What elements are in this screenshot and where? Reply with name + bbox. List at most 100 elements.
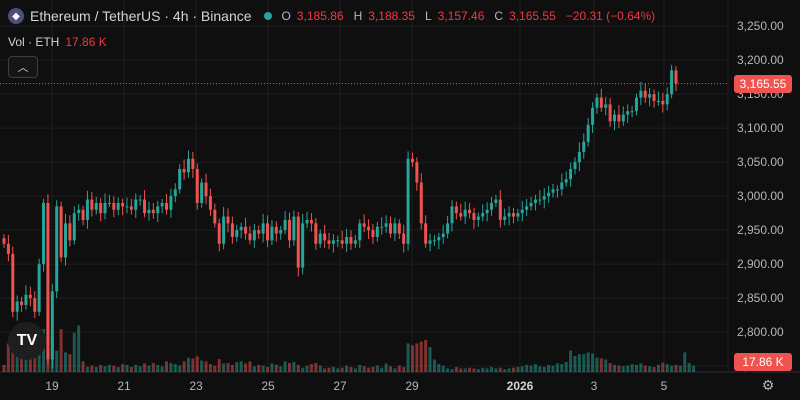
logo-text: TV (16, 332, 38, 349)
candle-body (182, 168, 186, 173)
candle-body (621, 114, 625, 122)
volume-bar (608, 363, 612, 372)
y-tick-label: 2,800.00 (737, 325, 784, 339)
candle-body (77, 209, 81, 214)
candle-body (507, 213, 511, 217)
volume-bar (683, 352, 687, 372)
candle-body (173, 189, 177, 197)
volume-bar (121, 364, 125, 372)
volume-bar (72, 332, 76, 372)
candle-body (68, 223, 72, 241)
candle-body (217, 223, 221, 244)
chart-settings-button[interactable]: ⚙ (759, 376, 777, 394)
candle-body (551, 189, 555, 193)
x-tick-label: 19 (45, 379, 59, 393)
volume-bar (692, 365, 696, 372)
candle-body (380, 226, 384, 228)
candle-body (314, 223, 318, 244)
candle-body (112, 202, 116, 210)
candle-body (2, 238, 6, 244)
candle-body (28, 294, 32, 299)
volume-bar (604, 359, 608, 372)
candle-body (648, 94, 652, 98)
candle-body (608, 104, 612, 122)
volume-bar (195, 356, 199, 372)
candle-body (613, 114, 617, 122)
volume-bar (538, 366, 542, 372)
last-volume-value: 17.86 K (742, 355, 784, 369)
candle-body (24, 294, 28, 305)
open-label: O (281, 9, 291, 23)
candle-body (103, 202, 107, 214)
candle-body (244, 226, 248, 234)
volume-bar (428, 347, 432, 372)
volume-bar (173, 364, 177, 372)
candle-body (213, 209, 217, 224)
candle-body (134, 199, 138, 210)
close-value: 3,165.55 (509, 9, 556, 23)
volume-bar (301, 367, 305, 372)
volume-bar (648, 366, 652, 372)
volume-bar (656, 364, 660, 372)
candle-body (208, 196, 212, 210)
open-value: 3,185.86 (296, 9, 344, 23)
gear-icon: ⚙ (761, 376, 775, 393)
volume-bar (582, 354, 586, 372)
volume-bar (463, 368, 467, 372)
candle-body (525, 206, 529, 210)
volume-bar (577, 354, 581, 372)
volume-bar (599, 358, 603, 372)
tradingview-logo[interactable]: TV (8, 322, 46, 360)
candle-body (472, 213, 476, 220)
volume-bar (55, 350, 59, 372)
candle-body (20, 301, 24, 305)
candle-body (116, 202, 120, 210)
candle-body (424, 223, 428, 244)
volume-bar (186, 357, 190, 372)
volume-bar (389, 366, 393, 372)
candle-body (446, 223, 450, 234)
volume-bar (569, 350, 573, 372)
last-price-label: 3,165.55 (734, 74, 792, 93)
volume-bar (384, 363, 388, 372)
volume-bar (296, 364, 300, 372)
candle-body (94, 202, 98, 210)
candle-body (327, 240, 331, 244)
candle-body (11, 253, 15, 312)
candle-body (195, 168, 199, 203)
candle-body (661, 100, 665, 105)
candle-body (463, 209, 467, 217)
volume-bar (217, 359, 221, 372)
candle-body (63, 223, 67, 258)
volume-bar (340, 367, 344, 372)
candle-body (437, 236, 441, 241)
candle-body (358, 223, 362, 241)
volume-bar (595, 357, 599, 372)
volume-bar (525, 364, 529, 372)
volume-bar (555, 363, 559, 372)
candle-body (533, 199, 537, 203)
symbol-title[interactable]: Ethereum / TetherUS · 4h · Binance (30, 8, 252, 24)
volume-bar (397, 365, 401, 372)
candle-body (586, 124, 590, 142)
candle-body (200, 182, 204, 203)
volume-bar (327, 367, 331, 372)
candle-body (494, 199, 498, 203)
candle-body (569, 168, 573, 180)
volume-bar (511, 367, 515, 372)
volume-bar (125, 364, 129, 372)
y-tick-label: 3,250.00 (737, 19, 784, 33)
low-label: L (424, 9, 432, 23)
candle-body (389, 223, 393, 234)
collapse-legend-button[interactable]: ︿ (8, 56, 38, 78)
candle-body (270, 226, 274, 241)
candle-body (406, 158, 410, 244)
volume-bar (560, 364, 564, 372)
candle-body (178, 168, 182, 190)
volume-bar (213, 365, 217, 372)
volume-bar (437, 364, 441, 372)
volume-bar (2, 364, 6, 372)
candle-body (490, 202, 494, 210)
